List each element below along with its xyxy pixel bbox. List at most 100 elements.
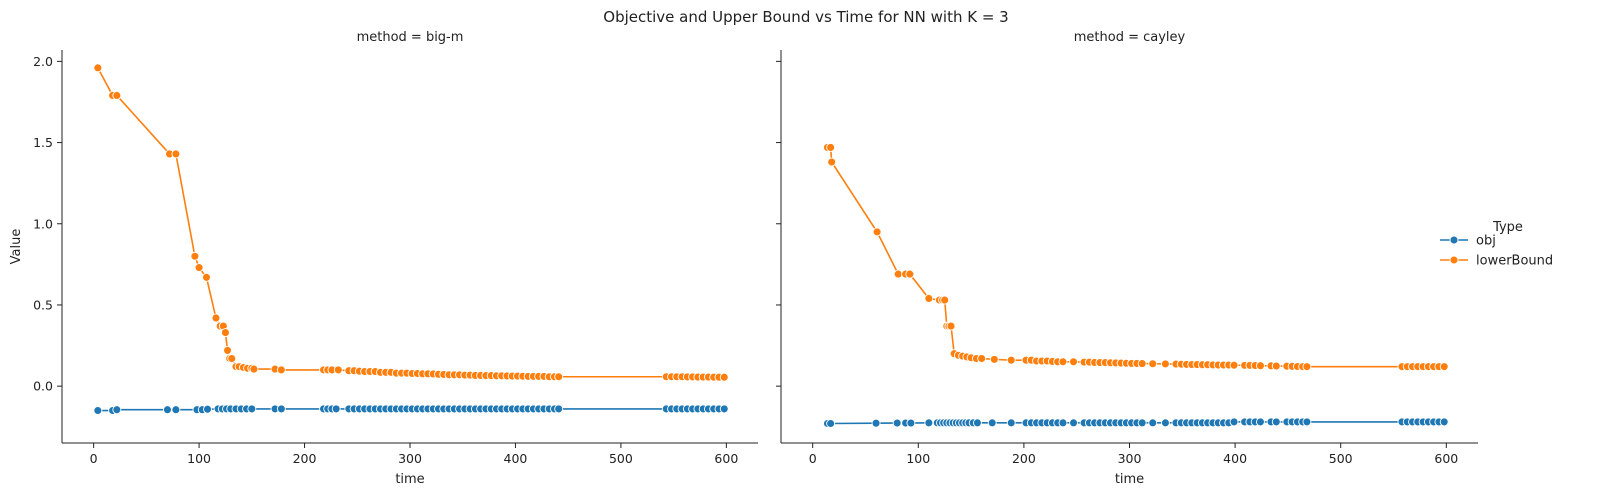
data-point xyxy=(220,328,230,338)
legend-label: lowerBound xyxy=(1476,254,1553,269)
data-point xyxy=(893,269,903,279)
data-point xyxy=(871,418,881,428)
x-tick-label: 100 xyxy=(906,451,930,466)
facet-panel-0: method = big-m 0 100 200 300 400 500 600 time 0.0… xyxy=(9,30,758,487)
data-point xyxy=(112,405,122,415)
data-point xyxy=(892,418,902,428)
data-point xyxy=(1058,357,1068,367)
data-point xyxy=(93,406,103,415)
y-axis-label: Value xyxy=(9,229,24,265)
data-point xyxy=(1137,359,1147,369)
data-point xyxy=(872,227,882,237)
data-point xyxy=(1302,417,1312,427)
data-point xyxy=(1229,360,1239,370)
y-tick-label: 0.0 xyxy=(33,379,53,394)
chart-title: Objective and Upper Bound vs Time for NN… xyxy=(603,8,1008,26)
x-tick-label: 0 xyxy=(90,451,98,466)
data-point xyxy=(1302,362,1312,372)
data-point xyxy=(924,294,934,303)
y-tick-label: 1.0 xyxy=(33,216,53,231)
data-point xyxy=(171,149,181,159)
data-point xyxy=(1160,359,1170,369)
data-point xyxy=(249,364,259,374)
data-point xyxy=(333,365,343,375)
data-point xyxy=(203,404,212,414)
data-point xyxy=(162,405,172,415)
data-point xyxy=(1439,362,1449,372)
data-point xyxy=(276,365,286,375)
data-point xyxy=(1148,359,1158,369)
data-point xyxy=(905,269,915,279)
facet-panel-1: method = cayley 0 100 200 300 400 500 600 time xyxy=(776,30,1478,487)
x-axis-label: time xyxy=(1115,472,1144,487)
data-point xyxy=(1069,418,1078,428)
legend-marker xyxy=(1449,235,1459,245)
x-tick-label: 400 xyxy=(504,451,528,466)
series-line xyxy=(827,146,1445,368)
x-tick-label: 600 xyxy=(714,451,738,466)
series-obj xyxy=(93,404,729,415)
data-point xyxy=(989,354,999,364)
data-point xyxy=(223,345,233,355)
legend-label: obj xyxy=(1476,234,1496,249)
data-point xyxy=(1148,418,1158,428)
panel-title: method = cayley xyxy=(1074,30,1186,45)
data-point xyxy=(972,418,982,428)
data-point xyxy=(940,295,950,305)
data-point xyxy=(1255,361,1265,371)
data-point xyxy=(826,142,836,152)
y-tick-label: 2.0 xyxy=(33,54,53,69)
data-point xyxy=(719,404,729,414)
data-point xyxy=(1271,361,1281,371)
data-point xyxy=(1058,418,1068,428)
data-point xyxy=(827,157,837,167)
data-point xyxy=(1069,357,1078,367)
y-tick-label: 0.5 xyxy=(33,297,53,312)
legend-title: Type xyxy=(1492,220,1523,235)
data-point xyxy=(331,404,341,414)
data-point xyxy=(1271,417,1281,427)
data-point xyxy=(719,372,729,382)
data-point xyxy=(227,354,237,363)
data-point xyxy=(1160,418,1170,428)
series-lowerBound xyxy=(823,142,1449,372)
facet-panels: method = big-m 0 100 200 300 400 500 600 time 0.0… xyxy=(9,30,1478,487)
legend-marker xyxy=(1449,255,1459,265)
x-tick-label: 200 xyxy=(1012,451,1036,466)
data-point xyxy=(276,404,286,414)
data-point xyxy=(906,418,916,428)
data-point xyxy=(977,354,987,363)
data-point xyxy=(554,372,564,382)
data-point xyxy=(1439,417,1449,427)
data-point xyxy=(211,313,221,323)
x-axis-label: time xyxy=(395,472,424,487)
x-tick-label: 500 xyxy=(609,451,633,466)
data-point xyxy=(826,419,836,428)
data-point xyxy=(194,263,204,273)
data-point xyxy=(112,91,122,100)
x-tick-label: 300 xyxy=(398,451,422,466)
data-point xyxy=(171,405,181,415)
legend: Type obj lowerBound xyxy=(1440,220,1553,269)
x-tick-label: 200 xyxy=(293,451,317,466)
data-point xyxy=(1255,417,1265,427)
data-point xyxy=(202,272,211,282)
data-point xyxy=(924,418,934,428)
legend-entry-obj: obj xyxy=(1440,234,1496,249)
x-tick-label: 600 xyxy=(1434,451,1458,466)
x-tick-label: 500 xyxy=(1329,451,1353,466)
x-tick-label: 0 xyxy=(809,451,817,466)
data-point xyxy=(946,321,956,331)
panel-title: method = big-m xyxy=(357,30,464,45)
y-tick-label: 1.5 xyxy=(33,135,53,150)
data-point xyxy=(1229,417,1239,427)
x-tick-label: 300 xyxy=(1118,451,1142,466)
series-line xyxy=(97,67,725,379)
data-point xyxy=(1006,355,1016,365)
series-lowerBound xyxy=(93,63,729,382)
data-point xyxy=(1006,418,1016,428)
data-point xyxy=(554,404,564,414)
data-point xyxy=(1137,418,1147,428)
x-tick-label: 100 xyxy=(187,451,211,466)
